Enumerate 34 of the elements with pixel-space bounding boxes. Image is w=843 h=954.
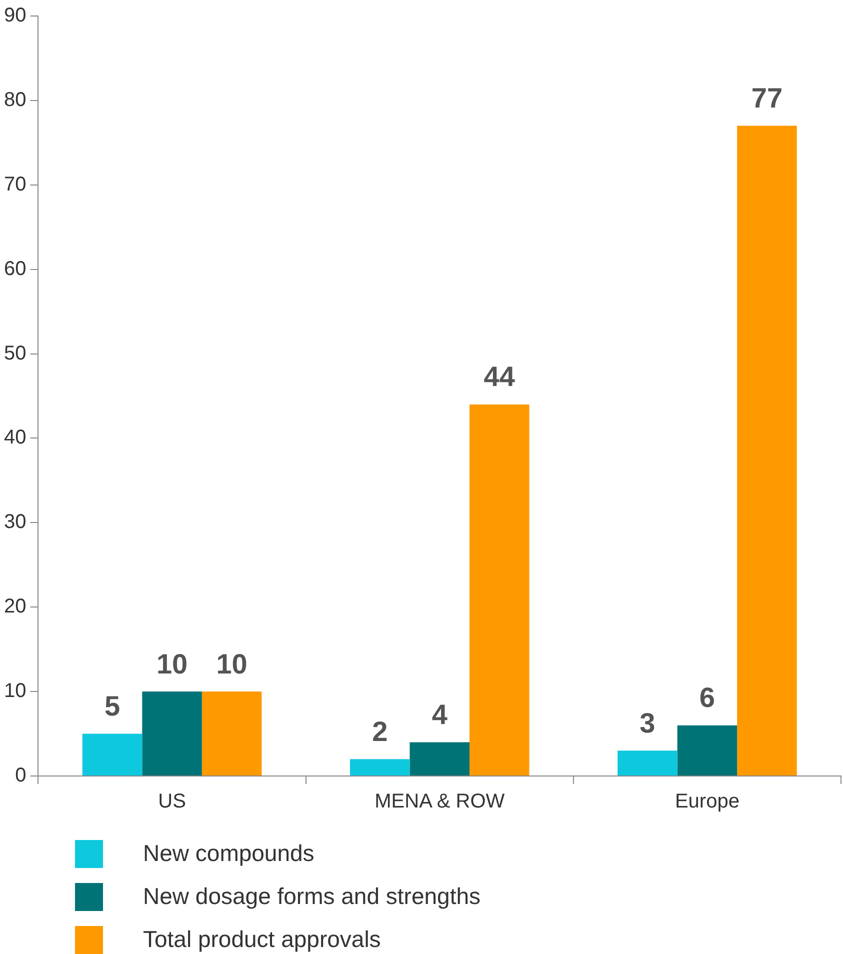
data-label: 6 <box>699 682 715 714</box>
y-tick-label: 60 <box>4 258 26 280</box>
legend-label: Total product approvals <box>143 926 381 953</box>
bar <box>82 734 142 776</box>
y-tick-label: 40 <box>4 426 26 449</box>
y-tick-label: 80 <box>4 88 26 111</box>
y-tick-label: 0 <box>15 764 26 787</box>
x-tick-label: Europe <box>674 790 740 813</box>
data-label: 3 <box>640 707 656 738</box>
legend-label: New compounds <box>143 840 314 867</box>
bar <box>618 750 678 776</box>
y-tick-label: 10 <box>4 680 26 702</box>
x-tick-label: MENA & ROW <box>374 790 505 813</box>
bar <box>142 692 202 776</box>
x-tick-label: US <box>158 790 186 813</box>
y-tick-label: 50 <box>4 342 26 364</box>
bar <box>677 725 738 776</box>
bar <box>350 759 410 776</box>
bar <box>202 692 262 776</box>
legend-label: New dosage forms and strengths <box>143 883 481 910</box>
bar <box>470 404 530 776</box>
y-tick-label: 20 <box>4 596 26 618</box>
data-label: 44 <box>484 361 516 392</box>
bar <box>737 126 797 776</box>
y-tick-label: 30 <box>4 511 26 534</box>
bar <box>410 742 470 776</box>
data-label: 4 <box>432 698 448 730</box>
y-tick-label: 90 <box>4 4 26 27</box>
data-label: 5 <box>104 690 120 722</box>
data-label: 10 <box>156 648 188 680</box>
data-label: 77 <box>751 82 783 114</box>
data-label: 2 <box>372 716 388 747</box>
y-tick-label: 70 <box>4 173 26 196</box>
data-label: 10 <box>216 648 248 680</box>
